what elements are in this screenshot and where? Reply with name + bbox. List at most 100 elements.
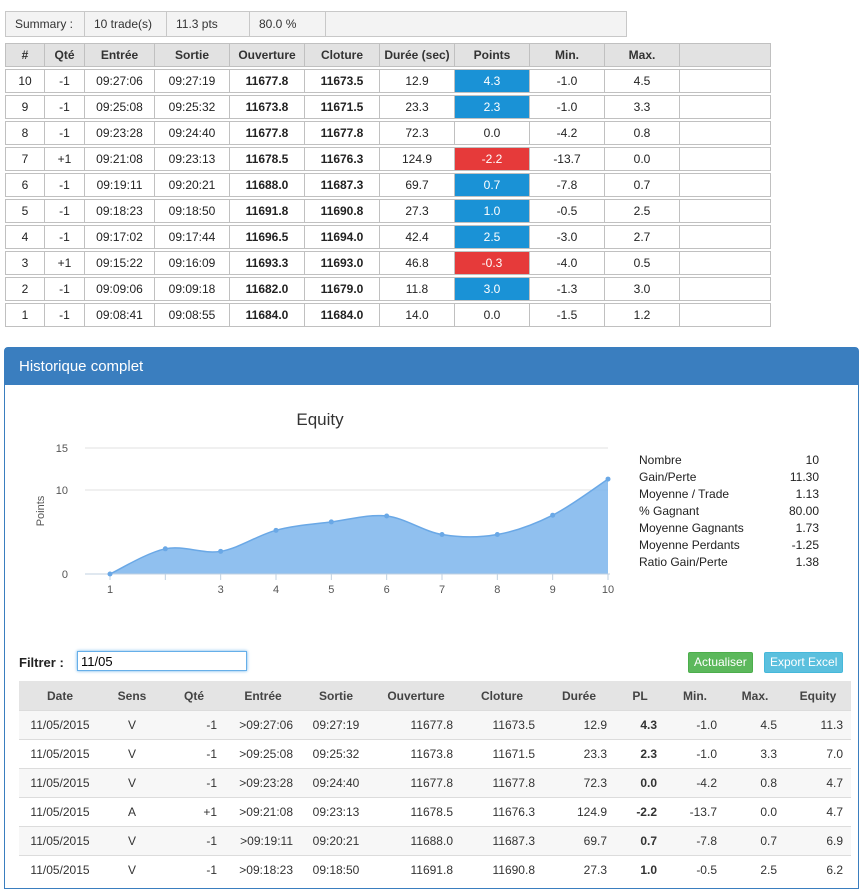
history-cell-sens: V [101,826,163,856]
trades-cell-qte: -1 [45,69,85,93]
trades-cell-n: 2 [5,277,45,301]
trades-header-cell: Max. [605,43,680,67]
y-tick-label: 15 [56,443,68,455]
history-cell-duree: 27.3 [543,855,615,884]
history-cell-sortie: 09:20:21 [301,826,371,856]
history-cell-ouv: 11691.8 [371,855,461,884]
trades-cell-duree: 27.3 [380,199,455,223]
history-header-cell[interactable]: Entrée [225,681,301,711]
summary-filler [326,12,626,36]
history-header-cell[interactable]: Max. [725,681,785,711]
history-cell-max: 4.5 [725,710,785,740]
history-header-cell[interactable]: Date [19,681,101,711]
trades-cell-n: 1 [5,303,45,327]
trades-cell-max: 0.0 [605,147,680,171]
trades-cell-sortie: 09:20:21 [155,173,230,197]
history-cell-sens: V [101,710,163,740]
history-cell-entree: >09:19:11 [225,826,301,856]
export-excel-button[interactable]: Export Excel [764,652,844,673]
history-cell-equity: 4.7 [785,797,851,827]
trades-cell-n: 9 [5,95,45,119]
history-header-cell[interactable]: Cloture [461,681,543,711]
stat-row: Gain/Perte 11.30 [639,469,819,486]
history-header-cell[interactable]: Min. [665,681,725,711]
x-tick-label: 6 [384,584,390,596]
trades-row[interactable]: 2 -1 09:09:06 09:09:18 11682.0 11679.0 11.8 3.0… [5,277,771,301]
trades-cell-max: 0.8 [605,121,680,145]
history-header-row: Date Sens Qté Entrée Sortie Ouverture Cloture D… [19,681,851,711]
stat-label: Moyenne Gagnants [639,521,744,535]
trades-cell-max: 3.0 [605,277,680,301]
history-cell-sens: V [101,855,163,884]
trades-cell-empty [680,69,771,93]
trades-row[interactable]: 4 -1 09:17:02 09:17:44 11696.5 11694.0 42.4 2.5… [5,225,771,249]
history-cell-date: 11/05/2015 [19,768,101,798]
history-row[interactable]: 11/05/2015 V -1 >09:27:06 09:27:19 11677.8 116… [19,710,851,740]
equity-point [107,571,113,577]
history-row[interactable]: 11/05/2015 V -1 >09:19:11 09:20:21 11688.0 116… [19,826,851,856]
trades-cell-qte: +1 [45,147,85,171]
history-cell-max: 3.3 [725,739,785,769]
trades-cell-min: -1.0 [530,95,605,119]
history-cell-min: -0.5 [665,855,725,884]
trades-row[interactable]: 5 -1 09:18:23 09:18:50 11691.8 11690.8 27.3 1.0… [5,199,771,223]
trades-cell-points: 3.0 [455,277,530,301]
trades-cell-n: 7 [5,147,45,171]
history-row[interactable]: 11/05/2015 V -1 >09:23:28 09:24:40 11677.8 116… [19,768,851,798]
trades-cell-empty [680,277,771,301]
history-table: Date Sens Qté Entrée Sortie Ouverture Cloture D… [19,681,851,884]
history-header-cell[interactable]: PL [615,681,665,711]
history-cell-qte: -1 [163,739,225,769]
trades-row[interactable]: 7 +1 09:21:08 09:23:13 11678.5 11676.3 124.9 -2… [5,147,771,171]
x-tick-label: 3 [218,584,224,596]
filter-input[interactable] [77,651,247,671]
history-header-cell[interactable]: Durée [543,681,615,711]
history-cell-pl: 0.7 [615,826,665,856]
trades-cell-points: 0.0 [455,303,530,327]
history-cell-duree: 72.3 [543,768,615,798]
trades-cell-empty [680,225,771,249]
refresh-button[interactable]: Actualiser [688,652,753,673]
trades-row[interactable]: 6 -1 09:19:11 09:20:21 11688.0 11687.3 69.7 0.7… [5,173,771,197]
equity-point [328,519,334,525]
history-header-cell[interactable]: Sens [101,681,163,711]
trades-cell-min: -1.0 [530,69,605,93]
history-header-cell[interactable]: Ouverture [371,681,461,711]
trades-cell-entree: 09:27:06 [85,69,155,93]
trades-cell-max: 2.7 [605,225,680,249]
history-cell-pl: 1.0 [615,855,665,884]
history-row[interactable]: 11/05/2015 A +1 >09:21:08 09:23:13 11678.5 116… [19,797,851,827]
history-cell-date: 11/05/2015 [19,826,101,856]
trades-cell-min: -4.0 [530,251,605,275]
history-cell-equity: 4.7 [785,768,851,798]
trades-row[interactable]: 9 -1 09:25:08 09:25:32 11673.8 11671.5 23.3 2.3… [5,95,771,119]
trades-row[interactable]: 3 +1 09:15:22 09:16:09 11693.3 11693.0 46.8 -0.… [5,251,771,275]
history-cell-duree: 12.9 [543,710,615,740]
y-tick-label: 0 [62,569,68,581]
history-row[interactable]: 11/05/2015 V -1 >09:18:23 09:18:50 11691.8 116… [19,855,851,884]
trades-cell-sortie: 09:09:18 [155,277,230,301]
trades-cell-ouv: 11696.5 [230,225,305,249]
stat-row: % Gagnant 80.00 [639,503,819,520]
trades-cell-qte: -1 [45,199,85,223]
history-header-cell[interactable]: Equity [785,681,851,711]
history-cell-pl: 2.3 [615,739,665,769]
stat-value: 10 [805,453,819,467]
history-cell-entree: >09:18:23 [225,855,301,884]
trades-cell-points: 2.5 [455,225,530,249]
history-row[interactable]: 11/05/2015 V -1 >09:25:08 09:25:32 11673.8 116… [19,739,851,769]
stat-row: Ratio Gain/Perte 1.38 [639,554,819,571]
trades-row[interactable]: 8 -1 09:23:28 09:24:40 11677.8 11677.8 72.3 0.0… [5,121,771,145]
trades-row[interactable]: 1 -1 09:08:41 09:08:55 11684.0 11684.0 14.0 0.0… [5,303,771,327]
stat-row: Moyenne Perdants -1.25 [639,537,819,554]
trades-cell-n: 10 [5,69,45,93]
trades-header-cell [680,43,771,67]
stat-value: 1.73 [795,521,819,535]
stat-row: Nombre 10 [639,452,819,469]
trades-row[interactable]: 10 -1 09:27:06 09:27:19 11677.8 11673.5 12.9 4.… [5,69,771,93]
trades-cell-entree: 09:19:11 [85,173,155,197]
stat-label: Gain/Perte [639,470,697,484]
trades-cell-clot: 11684.0 [305,303,380,327]
history-header-cell[interactable]: Sortie [301,681,371,711]
history-header-cell[interactable]: Qté [163,681,225,711]
